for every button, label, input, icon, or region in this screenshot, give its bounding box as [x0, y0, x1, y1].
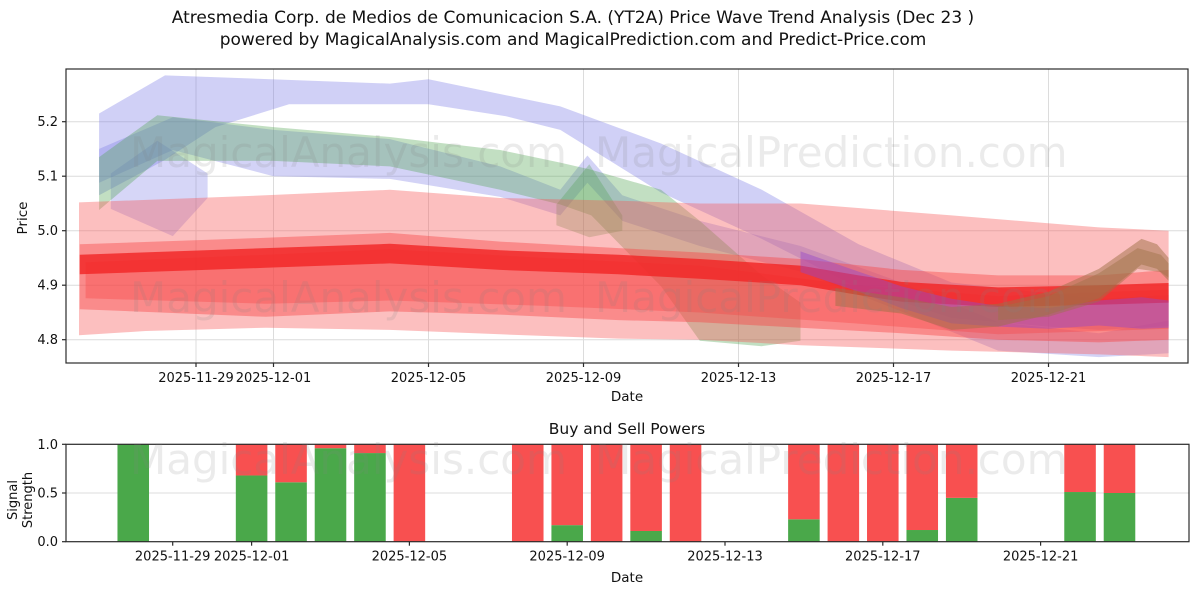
buy-bar	[117, 444, 150, 542]
sell-bar	[590, 444, 623, 542]
buy-bar	[551, 525, 583, 542]
band-brown-band	[835, 238, 1169, 330]
sell-bar	[314, 444, 347, 449]
svg-text:2025-12-13: 2025-12-13	[687, 550, 763, 565]
watermark-analysis: MagicalAnalysis.com	[130, 273, 567, 322]
buy-sell-powers-title: Buy and Sell Powers	[548, 420, 706, 438]
svg-text:5.1: 5.1	[37, 170, 58, 185]
sell-bar	[1064, 444, 1096, 493]
buy-bar	[1064, 492, 1096, 542]
svg-text:2025-12-01: 2025-12-01	[236, 371, 312, 386]
band-green-band	[99, 115, 801, 347]
chart-title-line2: powered by MagicalAnalysis.com and Magic…	[219, 30, 927, 50]
svg-text:2025-12-05: 2025-12-05	[391, 371, 467, 386]
band-blue-upper-band	[99, 75, 1169, 330]
svg-text:2025-12-21: 2025-12-21	[1003, 550, 1079, 565]
svg-text:2025-12-13: 2025-12-13	[701, 371, 777, 386]
sell-bar	[1103, 444, 1136, 493]
sell-bar	[235, 444, 268, 476]
watermark-prediction: MagicalPrediction.com	[595, 128, 1068, 177]
svg-text:2025-12-09: 2025-12-09	[546, 371, 622, 386]
buy-bar	[945, 497, 978, 542]
buy-bar	[630, 530, 662, 542]
sell-bar	[945, 444, 978, 498]
sell-bar	[354, 444, 386, 454]
sell-bar	[511, 444, 544, 542]
sell-bar	[393, 444, 426, 542]
buy-bar	[1103, 493, 1136, 542]
buy-bar	[314, 448, 347, 542]
band-brown-band-2	[998, 248, 1169, 321]
watermark-analysis: MagicalAnalysis.com	[130, 435, 567, 484]
sell-bar	[275, 444, 307, 483]
svg-text:4.9: 4.9	[37, 279, 58, 294]
watermark-prediction: MagicalPrediction.com	[595, 435, 1068, 484]
signal-strength-axis-label: Signal Strength	[6, 471, 36, 529]
band-green-bump	[556, 164, 623, 238]
band-blue-left-fan	[110, 140, 208, 237]
buy-bar	[788, 519, 820, 542]
band-purple-band	[800, 251, 1169, 329]
sell-bar	[630, 444, 662, 531]
buy-bar	[354, 453, 386, 542]
buy-bar	[275, 482, 307, 542]
watermark-prediction: MagicalPrediction.com	[595, 273, 1068, 322]
price-chart-date-axis-label: Date	[610, 389, 644, 405]
svg-text:5.2: 5.2	[37, 115, 58, 130]
svg-text:2025-11-29: 2025-11-29	[135, 550, 211, 565]
svg-text:2025-12-05: 2025-12-05	[372, 550, 448, 565]
band-red-core-band	[79, 243, 1169, 307]
buy-bar	[906, 530, 939, 542]
sell-bar	[669, 444, 702, 542]
svg-text:0.0: 0.0	[37, 535, 58, 550]
buy-bar	[235, 475, 268, 542]
svg-text:1.0: 1.0	[37, 438, 58, 453]
sell-bar	[867, 444, 899, 542]
sell-bar	[906, 444, 939, 531]
chart-title-line1: Atresmedia Corp. de Medios de Comunicaci…	[171, 8, 975, 28]
svg-text:4.8: 4.8	[37, 333, 58, 348]
svg-text:2025-12-09: 2025-12-09	[529, 550, 605, 565]
signal-chart-date-axis-label: Date	[610, 570, 644, 586]
watermark-analysis: MagicalAnalysis.com	[130, 128, 567, 177]
svg-text:2025-11-29: 2025-11-29	[158, 371, 234, 386]
svg-text:2025-12-21: 2025-12-21	[1011, 371, 1087, 386]
sell-bar	[551, 444, 583, 526]
svg-text:2025-12-17: 2025-12-17	[856, 371, 932, 386]
svg-text:2025-12-01: 2025-12-01	[214, 550, 290, 565]
sell-bar	[827, 444, 860, 542]
svg-text:5.0: 5.0	[37, 224, 58, 239]
price-axis-label: Price	[15, 201, 31, 235]
sell-bar	[788, 444, 820, 520]
svg-text:2025-12-17: 2025-12-17	[845, 550, 921, 565]
svg-text:0.5: 0.5	[37, 487, 58, 502]
